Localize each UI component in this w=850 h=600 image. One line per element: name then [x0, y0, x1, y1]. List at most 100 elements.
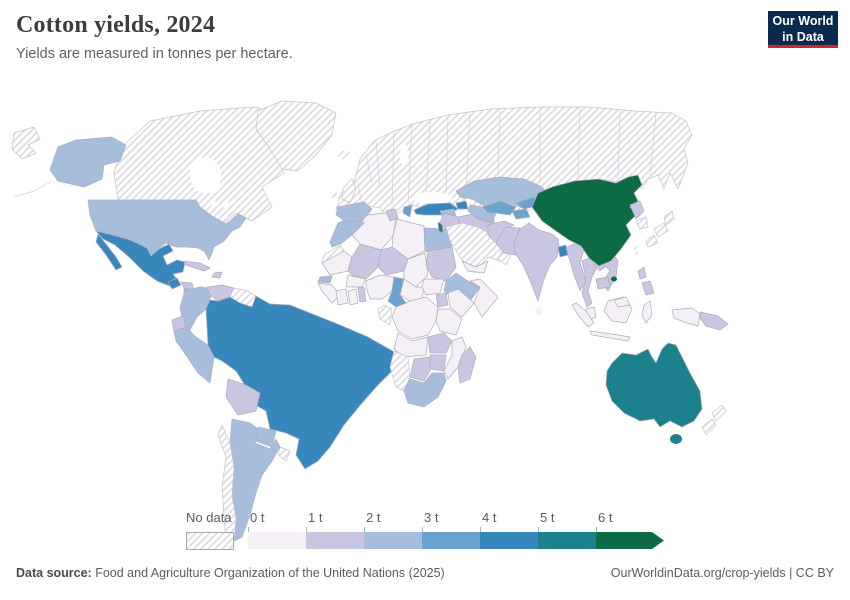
country-indonesia-sulawesi[interactable]: [641, 300, 653, 324]
country-russia-wrap[interactable]: [11, 126, 41, 160]
country-guatemala[interactable]: [167, 277, 182, 290]
owid-logo[interactable]: Our World in Data: [768, 11, 838, 48]
country-mexico-baja[interactable]: [95, 233, 123, 271]
legend-bin-2[interactable]: [364, 532, 422, 549]
country-philippines-south[interactable]: [641, 280, 655, 296]
country-nigeria[interactable]: [365, 274, 395, 300]
country-colombia[interactable]: [179, 286, 212, 331]
legend-no-data-label: No data: [186, 510, 232, 525]
country-angola[interactable]: [393, 332, 429, 358]
country-zimbabwe[interactable]: [429, 354, 447, 372]
country-malaysia-borneo[interactable]: [613, 296, 631, 308]
country-mozambique[interactable]: [443, 336, 467, 380]
legend-bin-0[interactable]: [248, 532, 306, 549]
country-brazil[interactable]: [205, 295, 397, 470]
country-madagascar[interactable]: [457, 346, 477, 384]
country-sudan[interactable]: [425, 246, 457, 282]
country-greenland[interactable]: [255, 100, 337, 172]
country-sri-lanka[interactable]: [536, 306, 542, 316]
country-alaska[interactable]: [49, 136, 127, 188]
data-source-label: Data source:: [16, 566, 92, 580]
country-spain[interactable]: [335, 201, 373, 223]
country-peru[interactable]: [173, 326, 215, 384]
legend-tick-label: 5 t: [540, 510, 555, 525]
footer-link[interactable]: OurWorldinData.org/crop-yields | CC BY: [610, 566, 834, 580]
country-mali[interactable]: [347, 243, 382, 280]
chart-footer: Data source: Food and Agriculture Organi…: [16, 566, 834, 580]
country-japan-mid[interactable]: [653, 222, 669, 238]
country-botswana[interactable]: [409, 356, 431, 382]
country-tunisia[interactable]: [385, 208, 399, 222]
country-india[interactable]: [513, 222, 560, 302]
country-ireland[interactable]: [332, 192, 340, 200]
no-data-swatch: [186, 532, 234, 550]
country-bolivia[interactable]: [225, 378, 261, 416]
country-taiwan[interactable]: [633, 247, 639, 255]
chart-title: Cotton yields, 2024: [16, 12, 216, 38]
country-cuba[interactable]: [182, 260, 211, 272]
legend-tick-mark: [538, 527, 539, 532]
legend-bin-6[interactable]: [596, 532, 664, 549]
country-papua-new-guinea[interactable]: [699, 311, 729, 331]
legend-tick-mark: [364, 527, 365, 532]
country-cote-divoire[interactable]: [335, 288, 349, 306]
country-japan-south[interactable]: [645, 234, 659, 248]
country-azerbaijan[interactable]: [455, 200, 469, 210]
country-mexico[interactable]: [95, 230, 186, 287]
country-zambia[interactable]: [427, 332, 453, 354]
country-australia[interactable]: [605, 342, 703, 428]
legend-tick-mark: [248, 527, 249, 532]
country-uganda[interactable]: [435, 292, 449, 308]
country-gabon-congo[interactable]: [377, 304, 393, 326]
legend-tick-label: 1 t: [308, 510, 323, 525]
country-philippines-north[interactable]: [637, 266, 647, 280]
country-indonesia-java[interactable]: [589, 330, 631, 342]
country-indonesia-sumatra[interactable]: [571, 302, 595, 328]
country-indonesia-papua[interactable]: [671, 307, 701, 327]
country-ghana[interactable]: [347, 288, 359, 306]
country-south-korea[interactable]: [635, 216, 649, 230]
country-iceland[interactable]: [337, 150, 351, 160]
legend-tick-label: 6 t: [598, 510, 613, 525]
country-tanzania[interactable]: [435, 308, 463, 336]
legend-tick-mark: [422, 527, 423, 532]
country-turkmenistan[interactable]: [467, 204, 497, 224]
country-south-sudan[interactable]: [421, 278, 445, 296]
country-somalia[interactable]: [469, 278, 499, 318]
country-tajikistan[interactable]: [511, 208, 531, 220]
country-tasmania[interactable]: [670, 434, 682, 444]
country-new-zealand-north[interactable]: [711, 404, 727, 422]
country-north-korea[interactable]: [629, 200, 645, 220]
world-map[interactable]: [0, 95, 850, 555]
country-cambodia[interactable]: [595, 276, 611, 290]
country-guinea[interactable]: [317, 282, 341, 304]
great-lakes-2: [211, 201, 219, 207]
legend-bin-5[interactable]: [538, 532, 596, 549]
country-uk[interactable]: [341, 178, 357, 204]
great-lakes: [221, 202, 231, 208]
legend-tick-mark: [480, 527, 481, 532]
country-uruguay[interactable]: [277, 446, 291, 462]
country-new-zealand-south[interactable]: [701, 418, 717, 436]
legend-tick-label: 3 t: [424, 510, 439, 525]
country-senegal[interactable]: [317, 275, 333, 284]
country-benin-togo[interactable]: [357, 286, 367, 303]
legend-bin-3[interactable]: [422, 532, 480, 549]
country-burkina-faso[interactable]: [345, 274, 367, 288]
legend-bin-4[interactable]: [480, 532, 538, 549]
country-hispaniola[interactable]: [211, 271, 223, 279]
country-japan-north[interactable]: [663, 210, 675, 226]
europe-internal-borders: [357, 106, 657, 206]
chart-subtitle: Yields are measured in tonnes per hectar…: [16, 46, 293, 62]
country-kenya[interactable]: [447, 288, 475, 318]
legend-bar: 0 t 1 t 2 t 3 t 4 t 5 t 6 t: [248, 510, 678, 555]
aleutian-islands: [13, 180, 53, 198]
hudson-bay: [189, 157, 221, 194]
legend-bin-1[interactable]: [306, 532, 364, 549]
country-south-africa[interactable]: [403, 372, 447, 408]
country-greece[interactable]: [402, 204, 413, 218]
country-hainan[interactable]: [611, 276, 617, 282]
country-yemen[interactable]: [461, 260, 489, 274]
legend-tick-label: 0 t: [250, 510, 265, 525]
country-bangladesh[interactable]: [557, 244, 569, 258]
